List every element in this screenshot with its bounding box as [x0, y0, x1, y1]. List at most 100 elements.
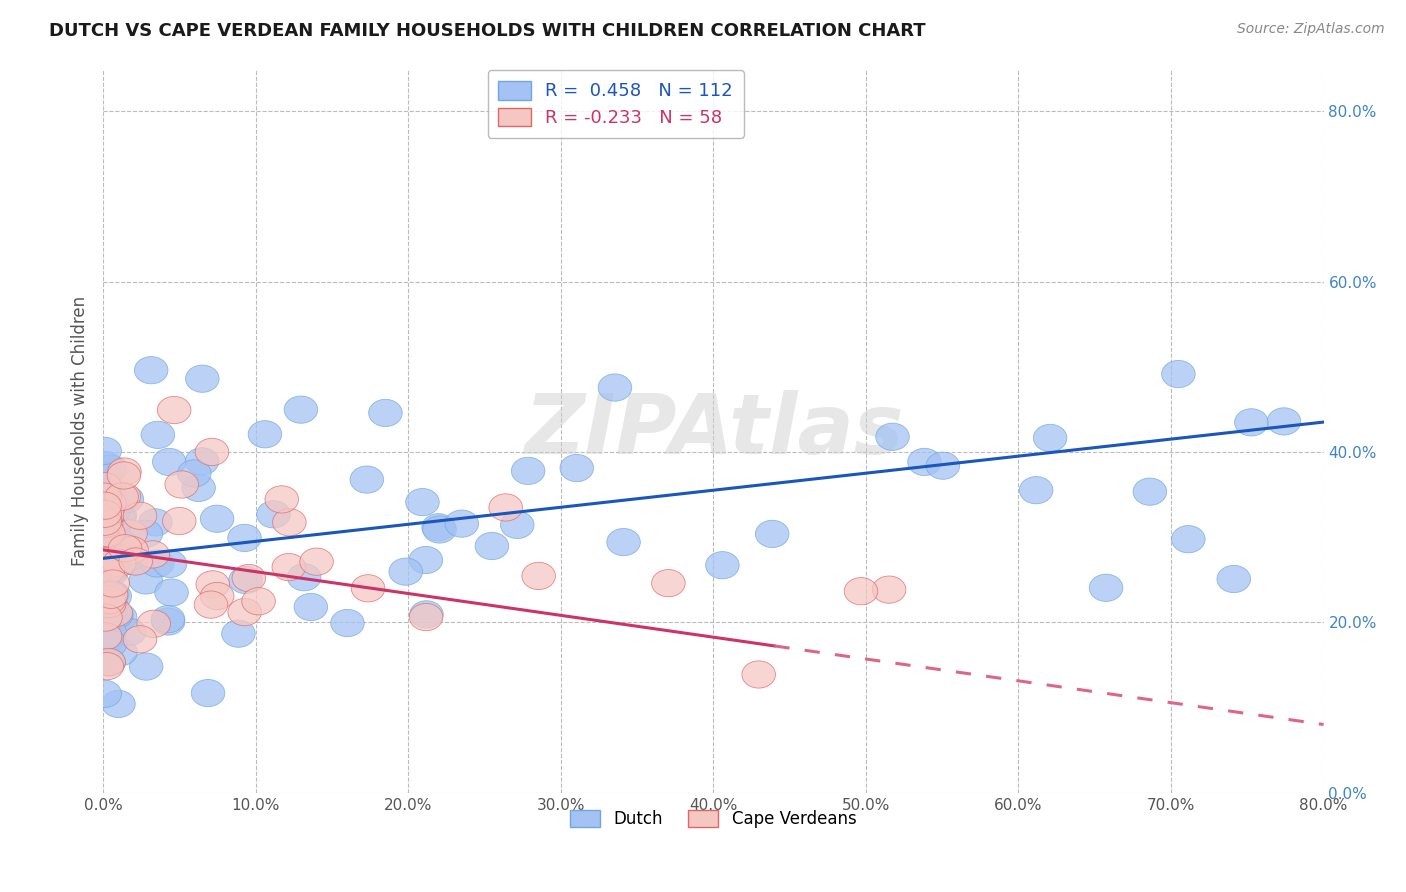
Ellipse shape [104, 639, 138, 665]
Ellipse shape [98, 599, 132, 626]
Ellipse shape [352, 574, 385, 602]
Ellipse shape [153, 550, 187, 577]
Ellipse shape [284, 396, 318, 424]
Ellipse shape [93, 630, 127, 657]
Ellipse shape [287, 564, 321, 591]
Ellipse shape [94, 582, 128, 609]
Text: DUTCH VS CAPE VERDEAN FAMILY HOUSEHOLDS WITH CHILDREN CORRELATION CHART: DUTCH VS CAPE VERDEAN FAMILY HOUSEHOLDS … [49, 22, 925, 40]
Ellipse shape [186, 365, 219, 392]
Ellipse shape [89, 604, 122, 632]
Ellipse shape [87, 492, 121, 519]
Ellipse shape [100, 601, 134, 629]
Ellipse shape [91, 500, 124, 527]
Ellipse shape [89, 548, 122, 574]
Ellipse shape [1161, 360, 1195, 388]
Ellipse shape [271, 554, 305, 581]
Ellipse shape [87, 473, 121, 500]
Ellipse shape [103, 502, 136, 529]
Ellipse shape [181, 475, 215, 501]
Ellipse shape [560, 454, 593, 482]
Ellipse shape [242, 588, 276, 615]
Text: ZIPAtlas: ZIPAtlas [523, 390, 903, 471]
Ellipse shape [876, 423, 910, 450]
Ellipse shape [299, 548, 333, 575]
Ellipse shape [1171, 525, 1205, 553]
Ellipse shape [89, 547, 122, 574]
Ellipse shape [89, 576, 122, 604]
Ellipse shape [87, 561, 121, 589]
Ellipse shape [406, 489, 439, 516]
Ellipse shape [96, 580, 129, 607]
Ellipse shape [872, 576, 905, 603]
Ellipse shape [1267, 408, 1301, 435]
Ellipse shape [93, 490, 127, 516]
Ellipse shape [103, 529, 136, 556]
Ellipse shape [91, 648, 125, 675]
Ellipse shape [927, 452, 960, 479]
Ellipse shape [228, 524, 262, 551]
Ellipse shape [115, 536, 149, 564]
Ellipse shape [87, 504, 121, 531]
Ellipse shape [232, 565, 266, 591]
Ellipse shape [91, 557, 125, 584]
Ellipse shape [124, 625, 156, 653]
Ellipse shape [141, 549, 174, 577]
Ellipse shape [607, 528, 640, 556]
Ellipse shape [194, 591, 228, 618]
Ellipse shape [107, 462, 141, 489]
Y-axis label: Family Households with Children: Family Households with Children [72, 295, 89, 566]
Ellipse shape [489, 494, 523, 521]
Ellipse shape [112, 618, 146, 646]
Ellipse shape [163, 508, 195, 534]
Ellipse shape [475, 533, 509, 559]
Ellipse shape [330, 609, 364, 637]
Ellipse shape [157, 396, 191, 424]
Ellipse shape [94, 558, 128, 585]
Ellipse shape [844, 577, 877, 605]
Ellipse shape [87, 681, 121, 707]
Ellipse shape [409, 547, 443, 574]
Ellipse shape [1033, 425, 1067, 451]
Ellipse shape [110, 485, 143, 513]
Ellipse shape [908, 449, 941, 475]
Ellipse shape [273, 508, 307, 536]
Ellipse shape [247, 421, 281, 448]
Ellipse shape [90, 577, 122, 605]
Ellipse shape [104, 604, 136, 631]
Ellipse shape [742, 661, 776, 688]
Ellipse shape [108, 458, 141, 485]
Ellipse shape [177, 459, 211, 487]
Ellipse shape [124, 502, 156, 529]
Ellipse shape [87, 528, 121, 556]
Ellipse shape [201, 582, 233, 609]
Ellipse shape [139, 508, 172, 536]
Ellipse shape [1019, 476, 1053, 504]
Ellipse shape [135, 357, 167, 384]
Ellipse shape [87, 495, 121, 523]
Ellipse shape [91, 486, 125, 514]
Ellipse shape [103, 549, 136, 577]
Ellipse shape [94, 599, 128, 626]
Ellipse shape [87, 572, 121, 599]
Ellipse shape [104, 543, 138, 571]
Ellipse shape [1090, 574, 1123, 601]
Legend: Dutch, Cape Verdeans: Dutch, Cape Verdeans [564, 804, 863, 835]
Ellipse shape [129, 566, 163, 594]
Ellipse shape [90, 510, 122, 537]
Ellipse shape [89, 544, 122, 571]
Ellipse shape [1234, 409, 1268, 436]
Ellipse shape [90, 591, 124, 618]
Ellipse shape [598, 374, 631, 401]
Ellipse shape [87, 513, 121, 541]
Ellipse shape [141, 421, 174, 449]
Ellipse shape [108, 534, 142, 562]
Ellipse shape [94, 592, 128, 620]
Ellipse shape [501, 511, 534, 539]
Ellipse shape [257, 500, 290, 528]
Ellipse shape [97, 547, 131, 574]
Ellipse shape [91, 649, 125, 676]
Ellipse shape [87, 524, 121, 550]
Ellipse shape [422, 514, 456, 541]
Ellipse shape [107, 539, 139, 566]
Ellipse shape [87, 437, 121, 465]
